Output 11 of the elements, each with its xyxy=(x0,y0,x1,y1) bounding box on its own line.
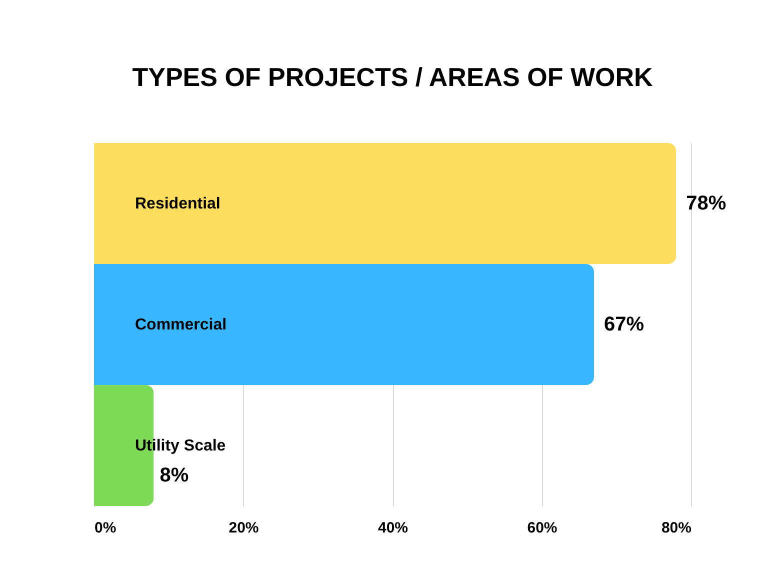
y-tick-label: Residential xyxy=(135,196,220,212)
data-label: 78% xyxy=(686,192,726,214)
chart-title: TYPES OF PROJECTS / AREAS OF WORK xyxy=(132,62,653,92)
x-tick-label: 20% xyxy=(228,520,259,536)
x-tick-label: 60% xyxy=(527,520,558,536)
data-label: 67% xyxy=(604,314,644,336)
x-tick-label: 40% xyxy=(378,520,408,536)
x-tick-label: 80% xyxy=(661,520,692,536)
data-label: 8% xyxy=(160,464,189,486)
x-tick-label: 0% xyxy=(94,520,116,536)
y-tick-label: Commercial xyxy=(135,316,227,334)
